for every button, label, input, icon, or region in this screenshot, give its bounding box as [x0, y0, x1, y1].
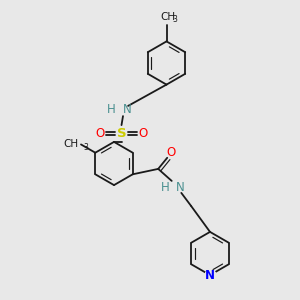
Text: CH: CH [63, 140, 78, 149]
Text: N: N [176, 181, 185, 194]
Text: O: O [95, 127, 104, 140]
Text: N: N [123, 103, 132, 116]
Text: N: N [205, 268, 215, 282]
Text: 3: 3 [172, 15, 177, 24]
Text: 3: 3 [83, 143, 88, 152]
Text: H: H [107, 103, 116, 116]
Text: CH: CH [160, 13, 175, 22]
Text: O: O [139, 127, 148, 140]
Text: H: H [160, 181, 169, 194]
Text: S: S [117, 127, 126, 140]
Text: O: O [166, 146, 176, 159]
